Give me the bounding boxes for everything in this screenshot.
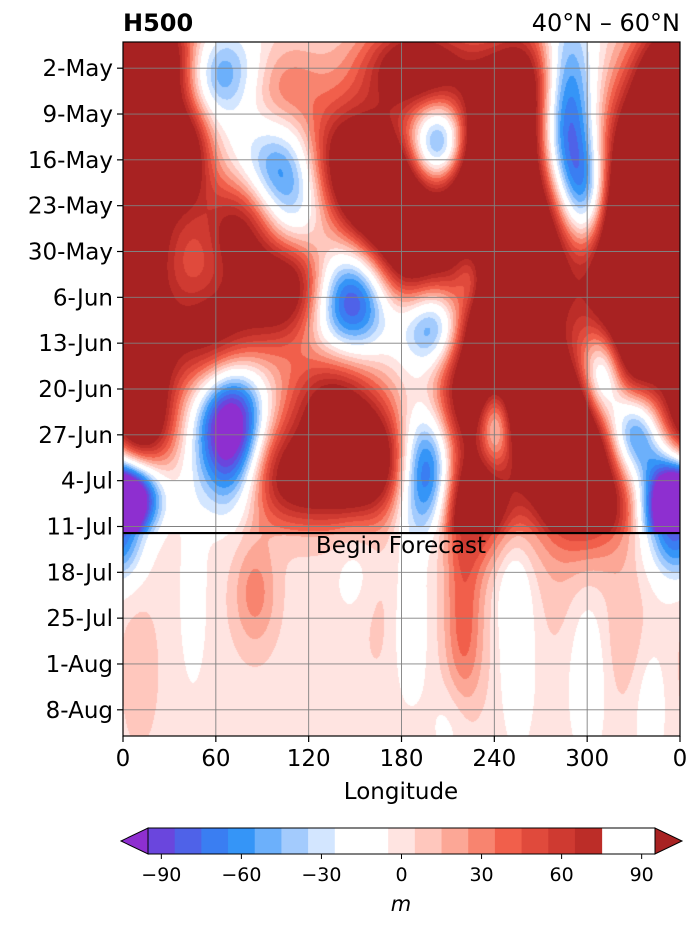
colorbar-swatch <box>228 828 256 854</box>
y-tick-label: 20-Jun <box>38 377 113 403</box>
colorbar-tick-label: 0 <box>395 864 407 886</box>
colorbar-swatch <box>201 828 229 854</box>
colorbar-extend-high <box>654 827 684 855</box>
y-tick-label: 1-Aug <box>46 652 113 678</box>
colorbar-tick-label: −30 <box>301 864 341 886</box>
colorbar-swatch <box>574 828 603 854</box>
x-axis-label: Longitude <box>344 779 458 805</box>
y-tick-label: 4-Jul <box>61 469 113 495</box>
colorbar: −90 −60 −30 0 30 60 90 <box>119 827 684 886</box>
colorbar-swatch <box>148 828 176 854</box>
colorbar-swatch <box>414 828 443 854</box>
y-tick-label: 30-May <box>28 240 113 266</box>
chart-subtitle: 40°N – 60°N <box>532 9 680 37</box>
colorbar-swatch <box>254 828 282 854</box>
grid-lines <box>123 42 680 736</box>
y-tick-label: 27-Jun <box>38 423 113 449</box>
colorbar-extend-low <box>119 827 149 855</box>
colorbar-swatch <box>388 828 416 854</box>
colorbar-swatch <box>281 828 309 854</box>
colorbar-tick-label: −90 <box>141 864 181 886</box>
colorbar-swatch <box>548 828 576 854</box>
colorbar-swatch <box>174 828 202 854</box>
x-tick-label: 300 <box>565 746 609 772</box>
y-tick-label: 8-Aug <box>46 698 113 724</box>
y-tick-label: 11-Jul <box>46 514 113 540</box>
colorbar-swatch <box>308 828 336 854</box>
colorbar-swatch <box>441 828 469 854</box>
colorbar-tick-label: 60 <box>550 864 574 886</box>
x-tick-label: 60 <box>201 746 230 772</box>
colorbar-unit-label: m <box>391 892 411 916</box>
x-tick-label: 180 <box>380 746 424 772</box>
colorbar-swatch <box>494 828 523 854</box>
colorbar-tick-label: 90 <box>630 864 654 886</box>
x-tick-label: 120 <box>287 746 331 772</box>
colorbar-swatch <box>468 828 496 854</box>
x-tick-label: 240 <box>472 746 516 772</box>
y-tick-label: 6-Jun <box>53 285 113 311</box>
y-tick-label: 16-May <box>28 148 113 174</box>
x-tick-label: 0 <box>673 746 688 772</box>
y-tick-label: 2-May <box>43 56 113 82</box>
chart-title: H500 <box>123 9 193 37</box>
colorbar-tick-label: −60 <box>221 864 261 886</box>
colorbar-swatch <box>521 828 549 854</box>
y-tick-label: 18-Jul <box>46 560 113 586</box>
y-tick-label: 13-Jun <box>38 331 113 357</box>
y-tick-label: 25-Jul <box>46 606 113 632</box>
y-tick-label: 23-May <box>28 194 113 220</box>
x-axis: 0 60 120 180 240 300 0 <box>116 736 688 772</box>
x-tick-label: 0 <box>116 746 131 772</box>
colorbar-swatch <box>334 828 362 854</box>
colorbar-swatch <box>361 828 389 854</box>
forecast-annotation: Begin Forecast <box>316 533 486 559</box>
y-tick-label: 9-May <box>43 102 113 128</box>
y-axis: 2-May 9-May 16-May 23-May 30-May 6-Jun 13-Jun 2… <box>28 56 123 724</box>
colorbar-tick-label: 30 <box>469 864 493 886</box>
